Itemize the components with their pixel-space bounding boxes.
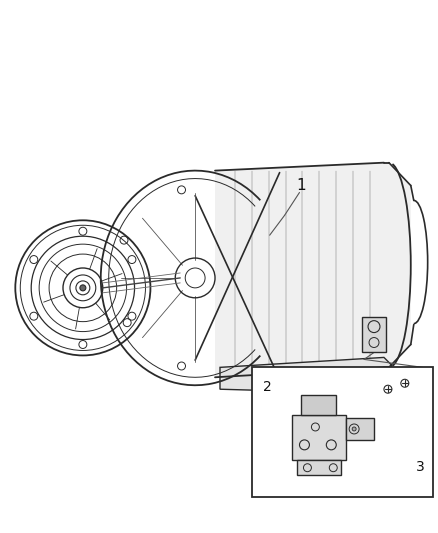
Bar (362, 317, 386, 352)
Polygon shape (220, 358, 399, 394)
Bar (297, 460, 341, 475)
Text: 1: 1 (297, 178, 306, 193)
Text: 3: 3 (417, 460, 425, 474)
Bar (346, 418, 374, 440)
Circle shape (352, 427, 356, 431)
Polygon shape (215, 163, 411, 377)
Bar (301, 395, 336, 415)
Bar (292, 415, 346, 460)
Circle shape (80, 285, 86, 291)
Bar (252, 367, 433, 497)
Text: 2: 2 (263, 380, 272, 394)
